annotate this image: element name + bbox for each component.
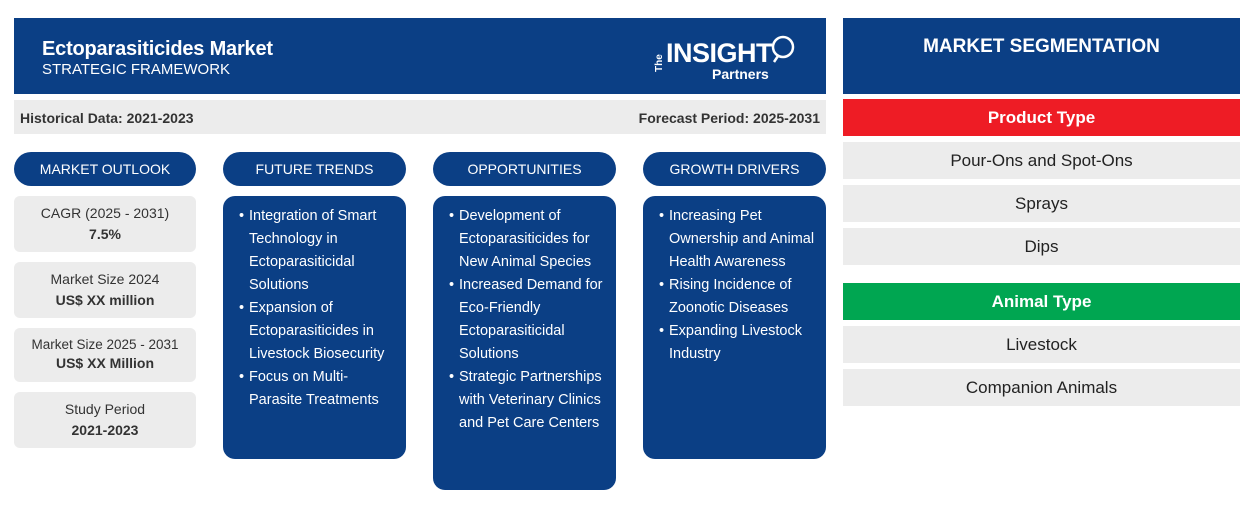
growth-drivers-header: GROWTH DRIVERS bbox=[643, 152, 826, 186]
outlook-card-market-size-forecast: Market Size 2025 - 2031 US$ XX Million bbox=[14, 328, 196, 382]
outlook-card-cagr: CAGR (2025 - 2031) 7.5% bbox=[14, 196, 196, 252]
opportunity-item: Increased Demand for Eco-Friendly Ectopa… bbox=[449, 274, 606, 366]
driver-item: Increasing Pet Ownership and Animal Heal… bbox=[659, 205, 816, 274]
forecast-period: Forecast Period: 2025-2031 bbox=[638, 110, 820, 126]
segment-category-animal-type: Animal Type bbox=[843, 283, 1240, 320]
outlook-label: Market Size 2024 bbox=[50, 271, 160, 287]
market-segmentation-header: MARKET SEGMENTATION bbox=[843, 18, 1240, 94]
outlook-card-study-period: Study Period 2021-2023 bbox=[14, 392, 196, 448]
segment-item: Dips bbox=[843, 228, 1240, 265]
page-title: Ectoparasiticides Market bbox=[42, 38, 273, 60]
growth-drivers-panel: Increasing Pet Ownership and Animal Heal… bbox=[643, 196, 826, 459]
logo-bulb-icon bbox=[771, 35, 795, 63]
insight-partners-logo: The INSIGHT Partners bbox=[654, 32, 804, 84]
segment-category-product-type: Product Type bbox=[843, 99, 1240, 136]
opportunities-header: OPPORTUNITIES bbox=[433, 152, 616, 186]
logo-partners: Partners bbox=[712, 66, 769, 82]
logo-the: The bbox=[654, 54, 665, 72]
segment-item: Companion Animals bbox=[843, 369, 1240, 406]
market-outlook-header: MARKET OUTLOOK bbox=[14, 152, 196, 186]
driver-item: Expanding Livestock Industry bbox=[659, 320, 816, 366]
trend-item: Focus on Multi-Parasite Treatments bbox=[239, 366, 396, 412]
future-trends-header: FUTURE TRENDS bbox=[223, 152, 406, 186]
opportunity-item: Development of Ectoparasiticides for New… bbox=[449, 205, 606, 274]
outlook-value: US$ XX Million bbox=[55, 355, 154, 371]
page-subtitle: STRATEGIC FRAMEWORK bbox=[42, 61, 231, 78]
opportunity-item: Strategic Partnerships with Veterinary C… bbox=[449, 366, 606, 435]
opportunities-panel: Development of Ectoparasiticides for New… bbox=[433, 196, 616, 490]
segment-item: Sprays bbox=[843, 185, 1240, 222]
outlook-value: 7.5% bbox=[89, 226, 121, 242]
driver-item: Rising Incidence of Zoonotic Diseases bbox=[659, 274, 816, 320]
outlook-label: Market Size 2025 - 2031 bbox=[31, 337, 179, 352]
logo-insight: INSIGHT bbox=[666, 38, 773, 68]
segment-item: Livestock bbox=[843, 326, 1240, 363]
period-bar: Historical Data: 2021-2023 Forecast Peri… bbox=[14, 100, 826, 134]
historical-data: Historical Data: 2021-2023 bbox=[20, 110, 194, 126]
segment-item: Pour-Ons and Spot-Ons bbox=[843, 142, 1240, 179]
trend-item: Integration of Smart Technology in Ectop… bbox=[239, 205, 396, 297]
outlook-label: CAGR (2025 - 2031) bbox=[40, 205, 170, 221]
segmentation-title: MARKET SEGMENTATION bbox=[923, 36, 1160, 57]
outlook-card-market-size-2024: Market Size 2024 US$ XX million bbox=[14, 262, 196, 318]
outlook-value: US$ XX million bbox=[55, 292, 155, 308]
outlook-value: 2021-2023 bbox=[71, 422, 139, 438]
framework-header: Ectoparasiticides Market STRATEGIC FRAME… bbox=[14, 18, 826, 94]
outlook-label: Study Period bbox=[64, 401, 146, 417]
trend-item: Expansion of Ectoparasiticides in Livest… bbox=[239, 297, 396, 366]
future-trends-panel: Integration of Smart Technology in Ectop… bbox=[223, 196, 406, 459]
